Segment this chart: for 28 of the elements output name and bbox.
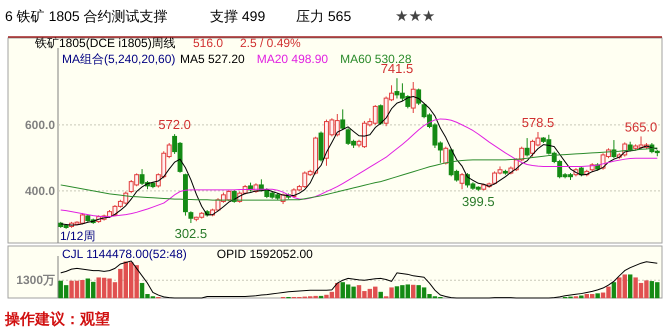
bar <box>411 284 416 298</box>
annotation: 578.5 <box>522 114 554 130</box>
annotation: 572.0 <box>158 117 191 132</box>
bar <box>579 296 584 298</box>
text: OPID 1592052.00 <box>216 247 314 261</box>
bar <box>595 293 600 298</box>
ref-line-label: 1300万 <box>16 273 55 288</box>
series-label: CJL 1144478.00(52:48) <box>62 247 187 261</box>
text: 操作建议：观望 <box>4 310 110 328</box>
annotation: 2.5 / 0.49% <box>240 36 302 50</box>
annotation: 302.5 <box>174 226 208 242</box>
y-tick-label: 600.0 <box>24 118 56 132</box>
y-tick-label: 400.0 <box>24 184 56 198</box>
annotation: 1/12周 <box>60 229 96 243</box>
bar <box>378 292 383 298</box>
chart-subtitle: 铁矿1805(DCE i1805)周线 <box>34 36 176 50</box>
text: MA20 498.90 <box>256 52 328 66</box>
text: 支撑 499 <box>210 8 266 24</box>
annotation: 565.0 <box>624 119 658 134</box>
annotation: 399.5 <box>462 194 495 210</box>
text: ★★★ <box>395 8 436 25</box>
text: 压力 565 <box>296 8 352 24</box>
bar <box>628 274 632 298</box>
text: MA5 527.20 <box>180 52 246 66</box>
chart-title: 6 铁矿 1805 合约测试支撑 <box>5 8 168 24</box>
bar <box>612 282 616 298</box>
annotation: 516.0 <box>193 36 224 50</box>
annotation: MA组合(5,240,20,60) <box>62 52 176 66</box>
